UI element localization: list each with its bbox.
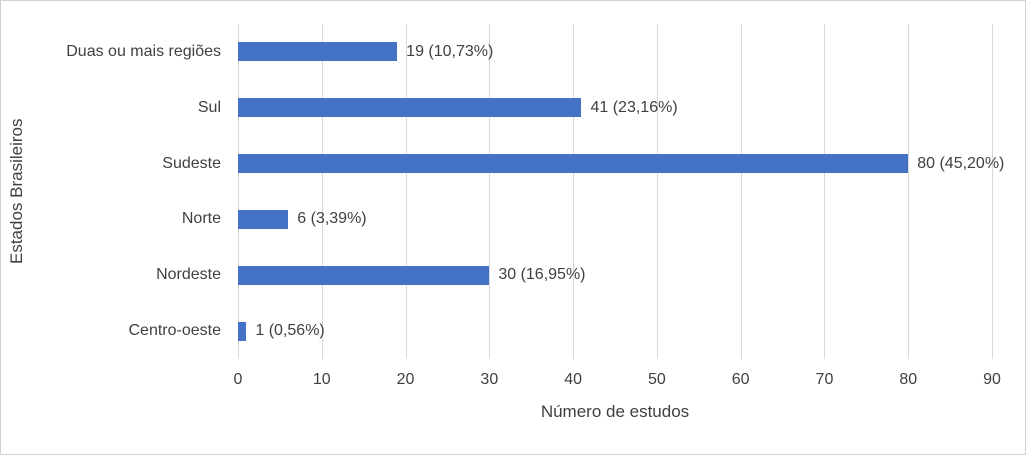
category-label: Duas ou mais regiões (66, 42, 221, 60)
bar (238, 42, 398, 62)
x-tick-label: 70 (815, 371, 834, 388)
bar (238, 98, 582, 118)
bar (238, 154, 909, 174)
bar (238, 265, 490, 285)
category-label: Centro-oeste (128, 322, 222, 340)
bar-row: 30 (16,95%) (238, 247, 992, 303)
category-label: Nordeste (156, 266, 221, 284)
x-tick-label: 10 (312, 371, 331, 388)
bar-data-label: 30 (16,95%) (498, 266, 586, 284)
category-label: Sul (197, 98, 221, 116)
x-tick-label: 0 (233, 371, 243, 388)
category-label: Sudeste (162, 154, 221, 172)
gridline (321, 24, 323, 359)
x-tick-label: 80 (899, 371, 918, 388)
gridline (824, 24, 826, 359)
x-tick-label: 50 (647, 371, 666, 388)
x-axis-ticks: 0 10 20 30 40 50 60 70 80 90 (234, 371, 1001, 391)
bar-data-label: 80 (45,20%) (917, 154, 1005, 172)
bar-row: 19 (10,73%) (238, 24, 992, 80)
x-axis-title: Número de estudos (540, 402, 690, 421)
gridline (992, 24, 993, 359)
gridline (740, 24, 742, 359)
gridline (238, 24, 239, 359)
x-tick-label: 20 (396, 371, 415, 388)
bar-data-label: 19 (10,73%) (406, 42, 494, 60)
x-tick-label: 30 (480, 371, 499, 388)
bar-row: 6 (3,39%) (238, 192, 992, 248)
x-tick-label: 60 (731, 371, 750, 388)
gridline (656, 24, 658, 359)
x-tick-label: 40 (564, 371, 583, 388)
bar-data-label: 6 (3,39%) (297, 210, 367, 228)
bar-data-label: 1 (0,56%) (255, 322, 325, 340)
x-tick-label: 90 (983, 371, 1001, 388)
gridline (573, 24, 575, 359)
bar (238, 209, 289, 229)
bar-row: 1 (0,56%) (238, 303, 992, 359)
category-axis: Duas ou mais regiões Sul Sudeste Norte Norde… (1, 24, 229, 359)
bar-row: 41 (23,16%) (238, 80, 992, 136)
bar-data-label: 41 (23,16%) (590, 98, 678, 116)
bar (238, 321, 247, 341)
category-label: Norte (181, 210, 221, 228)
bar-row: 80 (45,20%) (238, 136, 1004, 192)
plot-area: 19 (10,73%) 41 (23,16%) 80 (45,20%) 6 (3,39… (238, 24, 1004, 359)
gridline (908, 24, 910, 359)
gridline (405, 24, 407, 359)
gridline (489, 24, 491, 359)
